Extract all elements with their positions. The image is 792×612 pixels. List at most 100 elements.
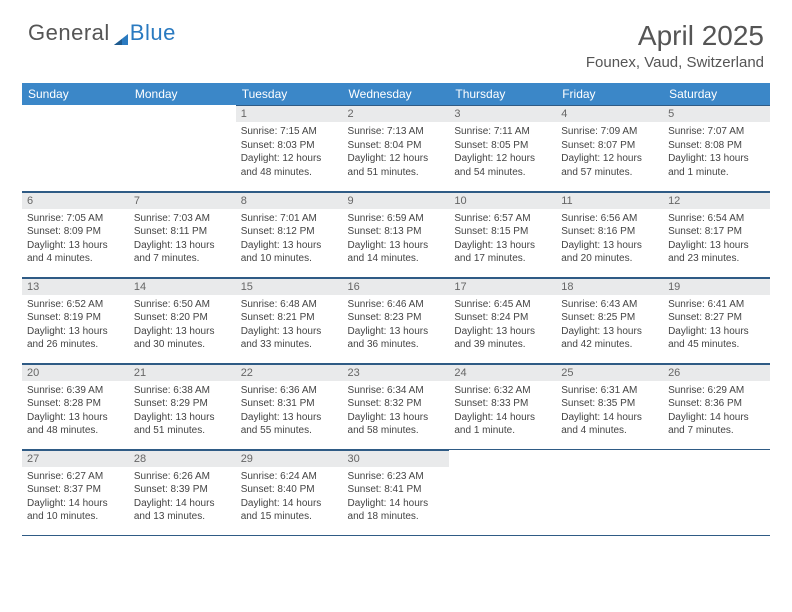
sunset-line: Sunset: 8:08 PM: [668, 139, 765, 153]
sunrise-line: Sunrise: 7:13 AM: [348, 125, 445, 139]
sunset-line: Sunset: 8:09 PM: [27, 225, 124, 239]
sunset-line: Sunset: 8:21 PM: [241, 311, 338, 325]
daylight-line: Daylight: 13 hours and 10 minutes.: [241, 239, 338, 266]
day-content: Sunrise: 6:41 AMSunset: 8:27 PMDaylight:…: [663, 295, 770, 354]
day-content: Sunrise: 6:54 AMSunset: 8:17 PMDaylight:…: [663, 209, 770, 268]
day-header: Sunday: [22, 83, 129, 105]
sunset-line: Sunset: 8:04 PM: [348, 139, 445, 153]
day-number: 21: [129, 364, 236, 381]
day-number: 1: [236, 105, 343, 122]
day-content: Sunrise: 6:48 AMSunset: 8:21 PMDaylight:…: [236, 295, 343, 354]
sunset-line: Sunset: 8:41 PM: [348, 483, 445, 497]
calendar-cell: 21Sunrise: 6:38 AMSunset: 8:29 PMDayligh…: [129, 363, 236, 449]
day-number: 29: [236, 450, 343, 467]
day-number: 12: [663, 192, 770, 209]
day-number: 11: [556, 192, 663, 209]
sunrise-line: Sunrise: 7:15 AM: [241, 125, 338, 139]
calendar-cell: 20Sunrise: 6:39 AMSunset: 8:28 PMDayligh…: [22, 363, 129, 449]
sunrise-line: Sunrise: 6:45 AM: [454, 298, 551, 312]
location: Founex, Vaud, Switzerland: [586, 54, 764, 71]
calendar-cell: 25Sunrise: 6:31 AMSunset: 8:35 PMDayligh…: [556, 363, 663, 449]
day-number: 13: [22, 278, 129, 295]
day-content: Sunrise: 6:38 AMSunset: 8:29 PMDaylight:…: [129, 381, 236, 440]
calendar-cell: 1Sunrise: 7:15 AMSunset: 8:03 PMDaylight…: [236, 105, 343, 191]
calendar-cell: 22Sunrise: 6:36 AMSunset: 8:31 PMDayligh…: [236, 363, 343, 449]
day-content: Sunrise: 6:57 AMSunset: 8:15 PMDaylight:…: [449, 209, 556, 268]
day-number: 14: [129, 278, 236, 295]
sunrise-line: Sunrise: 6:46 AM: [348, 298, 445, 312]
calendar-cell: [663, 449, 770, 535]
daylight-line: Daylight: 12 hours and 48 minutes.: [241, 152, 338, 179]
calendar-row: 6Sunrise: 7:05 AMSunset: 8:09 PMDaylight…: [22, 191, 770, 277]
calendar-cell: 6 Sunrise: 7:05 AMSunset: 8:09 PMDaylight…: [22, 191, 129, 277]
sunset-line: Sunset: 8:11 PM: [134, 225, 231, 239]
day-content: Sunrise: 7:03 AMSunset: 8:11 PMDaylight:…: [129, 209, 236, 268]
day-content: Sunrise: 6:34 AMSunset: 8:32 PMDaylight:…: [343, 381, 450, 440]
sunrise-line: Sunrise: 6:59 AM: [348, 212, 445, 226]
sunrise-line: Sunrise: 6:24 AM: [241, 470, 338, 484]
day-header: Saturday: [663, 83, 770, 105]
sunrise-line: Sunrise: 7:11 AM: [454, 125, 551, 139]
day-content: Sunrise: 6:36 AMSunset: 8:31 PMDaylight:…: [236, 381, 343, 440]
calendar-cell: 28Sunrise: 6:26 AMSunset: 8:39 PMDayligh…: [129, 449, 236, 535]
sunset-line: Sunset: 8:17 PM: [668, 225, 765, 239]
sunrise-line: Sunrise: 6:23 AM: [348, 470, 445, 484]
day-header: Tuesday: [236, 83, 343, 105]
day-content: Sunrise: 7:15 AMSunset: 8:03 PMDaylight:…: [236, 122, 343, 181]
day-number: 28: [129, 450, 236, 467]
sunrise-line: Sunrise: 6:56 AM: [561, 212, 658, 226]
sunrise-line: Sunrise: 6:43 AM: [561, 298, 658, 312]
day-number: 6: [22, 192, 129, 209]
daylight-line: Daylight: 13 hours and 20 minutes.: [561, 239, 658, 266]
sunrise-line: Sunrise: 7:01 AM: [241, 212, 338, 226]
day-content: Sunrise: 7:11 AMSunset: 8:05 PMDaylight:…: [449, 122, 556, 181]
logo-sail-icon: [112, 26, 130, 40]
daylight-line: Daylight: 13 hours and 14 minutes.: [348, 239, 445, 266]
day-number: 30: [343, 450, 450, 467]
calendar-row: 27Sunrise: 6:27 AMSunset: 8:37 PMDayligh…: [22, 449, 770, 535]
calendar-cell: 29Sunrise: 6:24 AMSunset: 8:40 PMDayligh…: [236, 449, 343, 535]
calendar-cell: [449, 449, 556, 535]
calendar-cell: 24Sunrise: 6:32 AMSunset: 8:33 PMDayligh…: [449, 363, 556, 449]
sunrise-line: Sunrise: 6:34 AM: [348, 384, 445, 398]
calendar-cell: 4Sunrise: 7:09 AMSunset: 8:07 PMDaylight…: [556, 105, 663, 191]
sunrise-line: Sunrise: 6:57 AM: [454, 212, 551, 226]
sunrise-line: Sunrise: 6:50 AM: [134, 298, 231, 312]
day-content: Sunrise: 6:31 AMSunset: 8:35 PMDaylight:…: [556, 381, 663, 440]
day-number: 27: [22, 450, 129, 467]
month-title: April 2025: [586, 20, 764, 52]
calendar-cell: 7Sunrise: 7:03 AMSunset: 8:11 PMDaylight…: [129, 191, 236, 277]
calendar-cell: 12Sunrise: 6:54 AMSunset: 8:17 PMDayligh…: [663, 191, 770, 277]
daylight-line: Daylight: 13 hours and 39 minutes.: [454, 325, 551, 352]
sunrise-line: Sunrise: 7:05 AM: [27, 212, 124, 226]
day-content: Sunrise: 6:56 AMSunset: 8:16 PMDaylight:…: [556, 209, 663, 268]
calendar-cell: 11Sunrise: 6:56 AMSunset: 8:16 PMDayligh…: [556, 191, 663, 277]
day-content: Sunrise: 7:13 AMSunset: 8:04 PMDaylight:…: [343, 122, 450, 181]
sunrise-line: Sunrise: 7:07 AM: [668, 125, 765, 139]
day-content: Sunrise: 7:07 AMSunset: 8:08 PMDaylight:…: [663, 122, 770, 181]
day-number: 15: [236, 278, 343, 295]
daylight-line: Daylight: 13 hours and 26 minutes.: [27, 325, 124, 352]
day-number: 19: [663, 278, 770, 295]
daylight-line: Daylight: 13 hours and 36 minutes.: [348, 325, 445, 352]
day-number: 3: [449, 105, 556, 122]
sunset-line: Sunset: 8:31 PM: [241, 397, 338, 411]
sunrise-line: Sunrise: 6:41 AM: [668, 298, 765, 312]
calendar-body: 1Sunrise: 7:15 AMSunset: 8:03 PMDaylight…: [22, 105, 770, 535]
calendar-cell: 2Sunrise: 7:13 AMSunset: 8:04 PMDaylight…: [343, 105, 450, 191]
day-content: Sunrise: 6:45 AMSunset: 8:24 PMDaylight:…: [449, 295, 556, 354]
day-number: 17: [449, 278, 556, 295]
daylight-line: Daylight: 13 hours and 4 minutes.: [27, 239, 124, 266]
sunset-line: Sunset: 8:12 PM: [241, 225, 338, 239]
daylight-line: Daylight: 13 hours and 23 minutes.: [668, 239, 765, 266]
day-content: Sunrise: 6:29 AMSunset: 8:36 PMDaylight:…: [663, 381, 770, 440]
sunrise-line: Sunrise: 6:31 AM: [561, 384, 658, 398]
day-content: Sunrise: 6:39 AMSunset: 8:28 PMDaylight:…: [22, 381, 129, 440]
sunset-line: Sunset: 8:36 PM: [668, 397, 765, 411]
calendar-cell: 13Sunrise: 6:52 AMSunset: 8:19 PMDayligh…: [22, 277, 129, 363]
sunrise-line: Sunrise: 6:32 AM: [454, 384, 551, 398]
sunset-line: Sunset: 8:16 PM: [561, 225, 658, 239]
sunset-line: Sunset: 8:29 PM: [134, 397, 231, 411]
day-header: Thursday: [449, 83, 556, 105]
header: General Blue April 2025 Founex, Vaud, Sw…: [0, 0, 792, 79]
